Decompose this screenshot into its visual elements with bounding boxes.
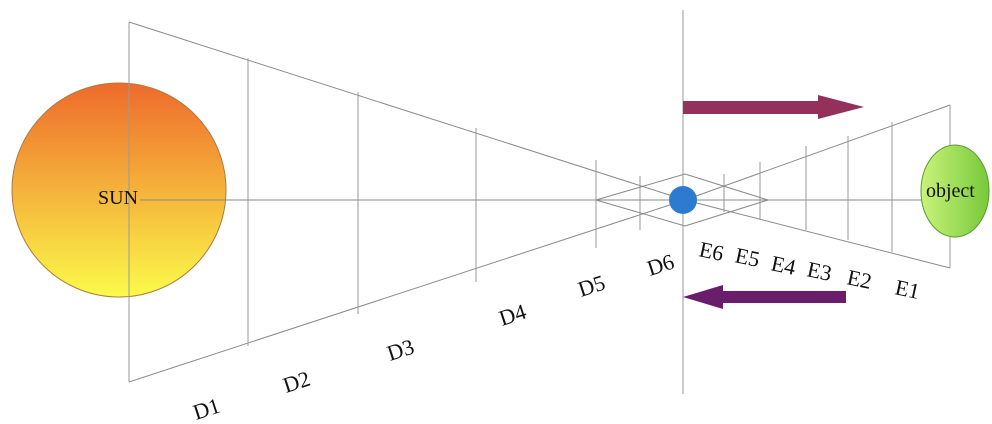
- label-d5: D5: [575, 270, 608, 302]
- object: [920, 144, 990, 238]
- label-d4: D4: [496, 299, 529, 331]
- label-e5: E5: [733, 242, 762, 272]
- e-labels: E6 E5 E4 E3 E2 E1: [697, 236, 922, 304]
- arrow-right: [683, 95, 864, 119]
- sun-cone: [128, 21, 950, 383]
- label-d6: D6: [644, 249, 677, 281]
- label-e2: E2: [845, 264, 874, 294]
- label-e6: E6: [697, 236, 726, 266]
- label-e1: E1: [893, 274, 922, 304]
- label-e4: E4: [769, 250, 798, 280]
- label-d3: D3: [384, 334, 417, 366]
- object-label: object: [926, 180, 975, 202]
- label-d2: D2: [280, 366, 313, 398]
- planet: [669, 186, 697, 214]
- arrow-left: [683, 285, 846, 309]
- label-d1: D1: [190, 393, 223, 424]
- label-e3: E3: [805, 256, 834, 286]
- object-cone: [595, 104, 951, 269]
- sun-label: SUN: [98, 187, 138, 209]
- sun: [11, 82, 227, 298]
- d-labels: D1 D2 D3 D4 D5 D6: [190, 249, 677, 424]
